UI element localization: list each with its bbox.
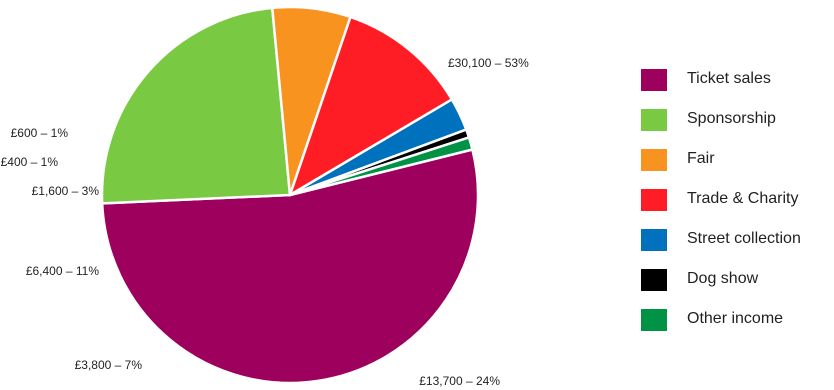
data-label-street-collection: £1,600 – 3%: [32, 184, 100, 198]
legend-label: Ticket sales: [687, 70, 771, 87]
legend-swatch: [641, 229, 667, 251]
data-label-other-income: £600 – 1%: [11, 126, 69, 140]
legend-swatch: [641, 109, 667, 131]
pie-slice-other-income: [288, 136, 474, 197]
data-label-sponsorship: £13,700 – 24%: [419, 374, 500, 388]
legend-label: Street collection: [687, 230, 801, 247]
legend-swatch: [641, 149, 667, 171]
legend-label: Fair: [687, 150, 715, 167]
legend-item-dog-show: Dog show: [641, 268, 831, 292]
pie-slice-sponsorship: [100, 6, 292, 205]
legend-item-street-collection: Street collection: [641, 228, 831, 252]
data-label-trade-and-charity: £6,400 – 11%: [26, 264, 100, 278]
legend-label: Other income: [687, 310, 784, 327]
data-label-ticket-sales: £30,100 – 53%: [448, 56, 529, 70]
legend-swatch: [641, 269, 667, 291]
pie-slice-trade-and-charity: [288, 15, 454, 197]
legend-swatch: [641, 189, 667, 211]
legend-label: Dog show: [687, 270, 759, 287]
data-label-fair: £3,800 – 7%: [75, 358, 143, 372]
legend-swatch: [641, 69, 667, 91]
legend-item-trade-and-charity: Trade & Charity: [641, 188, 831, 212]
legend-item-sponsorship: Sponsorship: [641, 108, 831, 132]
legend-label: Sponsorship: [687, 110, 776, 127]
legend-swatch: [641, 309, 667, 331]
legend-item-ticket-sales: Ticket sales: [641, 68, 831, 92]
legend-item-other-income: Other income: [641, 308, 831, 332]
legend-label: Trade & Charity: [687, 190, 799, 207]
legend-item-fair: Fair: [641, 148, 831, 172]
pie-slice-ticket-sales: [100, 148, 480, 385]
data-label-dog-show: £400 – 1%: [1, 155, 59, 169]
